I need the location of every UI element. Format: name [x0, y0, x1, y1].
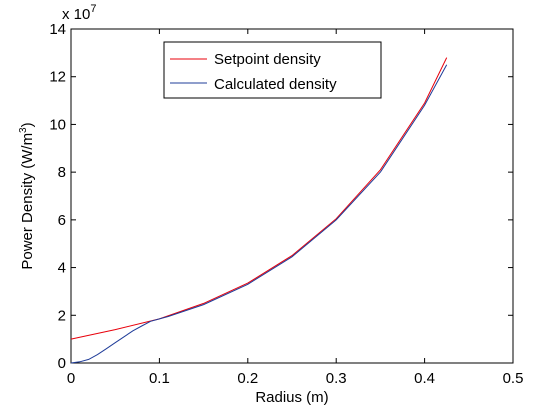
- x-tick-label: 0.2: [237, 370, 258, 387]
- y-tick-label: 10: [49, 116, 66, 133]
- y-multiplier-exponent: 7: [90, 3, 96, 15]
- y-axis-label-superscript: 3: [18, 127, 29, 133]
- y-tick-label: 12: [49, 69, 66, 86]
- y-tick-label: 8: [58, 164, 66, 181]
- legend: Setpoint density Calculated density: [163, 41, 382, 99]
- y-multiplier: x 107: [62, 3, 96, 23]
- x-tick-label: 0.4: [414, 370, 435, 387]
- legend-box: [163, 41, 382, 99]
- series-line-calculated-density: [70, 64, 448, 364]
- series-layer: [70, 57, 448, 364]
- y-tick-label: 0: [58, 355, 66, 372]
- y-tick-label: 6: [58, 212, 66, 229]
- plot-frame: [70, 28, 514, 364]
- x-tick-label: 0.5: [503, 370, 524, 387]
- series-line-setpoint-density: [70, 57, 448, 340]
- legend-label-setpoint: Setpoint density: [214, 51, 321, 68]
- x-tick-label: 0.1: [149, 370, 170, 387]
- y-multiplier-base: x 10: [62, 6, 90, 23]
- x-tick-label: 0: [67, 370, 75, 387]
- y-tick-label: 4: [58, 260, 66, 277]
- y-tick-label: 2: [58, 307, 66, 324]
- legend-label-calculated: Calculated density: [214, 76, 337, 93]
- y-axis-label: Power Density (W/m3): [18, 122, 36, 269]
- x-tick-label: 0.3: [326, 370, 347, 387]
- axis-ticks: 0 0.1 0.2 0.3 0.4 0.5 0 2 4 6 8 10 12 14: [49, 21, 523, 387]
- y-axis-label-close: ): [19, 122, 36, 127]
- y-axis-label-main: Power Density (W/m: [19, 133, 36, 270]
- x-axis-label: Radius (m): [255, 389, 328, 406]
- y-tick-label: 14: [49, 21, 66, 38]
